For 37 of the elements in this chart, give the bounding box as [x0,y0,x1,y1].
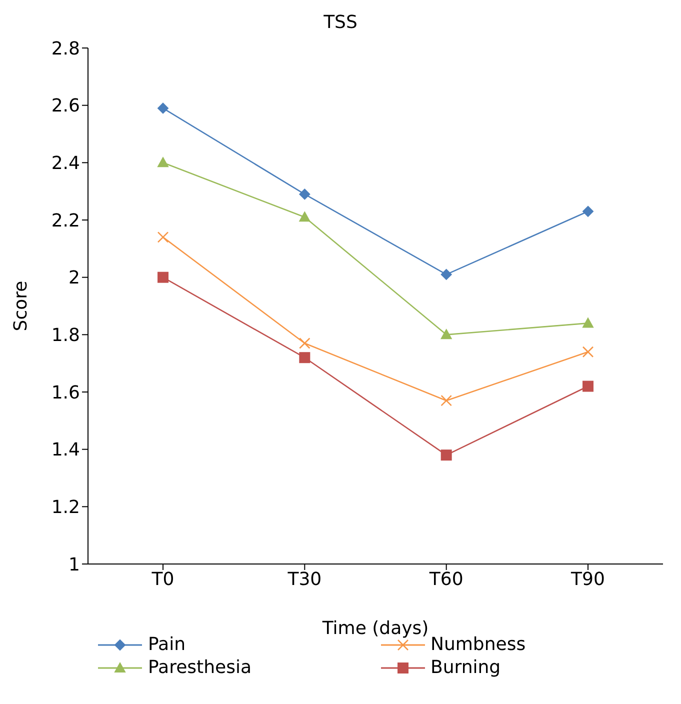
y-axis-title: Score [10,280,32,332]
y-tick-label: 1.6 [51,382,80,404]
point [158,102,168,114]
point [299,338,310,349]
chart-title: TSS [322,11,358,35]
point [440,268,452,280]
legend-label: Pain [148,634,186,655]
y-tick-label: 2.6 [51,96,80,117]
point [582,206,594,217]
y-tick-label: 1 [68,554,80,576]
point [299,212,310,222]
point [158,157,168,168]
point [582,346,594,358]
y-tick-label: 2.4 [51,153,80,174]
point [157,232,169,243]
point [440,450,452,461]
y-tick-label: 1.4 [51,440,80,461]
x-tick-label: T30 [286,568,322,590]
point [582,380,594,392]
point [299,352,310,364]
x-axis-title: Time (days) [321,618,429,639]
point [158,272,168,283]
y-tick-label: 2.8 [51,38,80,60]
x-tick-label: T0 [150,568,174,590]
y-tick-label: 1.2 [51,497,80,518]
y-tick-label: 2.2 [51,210,80,232]
point [440,329,452,340]
y-tick-label: 1.8 [51,325,80,346]
x-tick-label: T60 [428,568,464,590]
y-tick-label: 2 [68,268,80,289]
legend-label: Numbness [430,634,526,655]
x-tick-label: T90 [570,568,605,590]
legend-label: Burning [430,657,501,678]
legend-label: Paresthesia [148,657,252,678]
point [582,318,594,328]
point [299,188,310,200]
point [440,394,452,406]
